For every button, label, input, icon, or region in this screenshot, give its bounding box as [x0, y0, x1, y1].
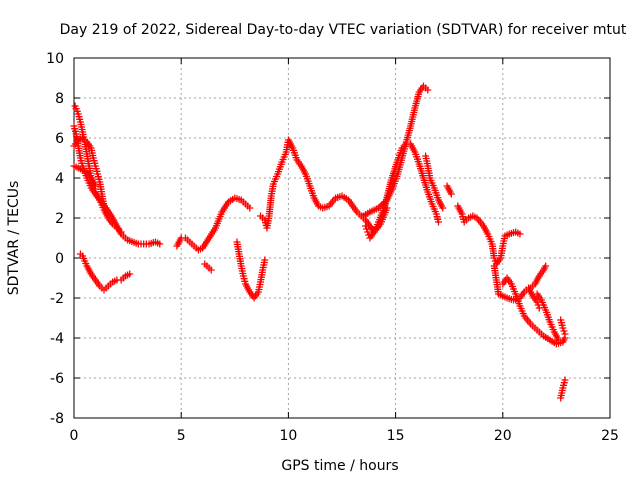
- data-points: [70, 82, 569, 402]
- plot-frame: [73, 57, 611, 419]
- y-tick-label: 0: [55, 251, 64, 267]
- data-point: [516, 230, 524, 238]
- y-tick-label: 6: [55, 131, 64, 147]
- x-tick-label: 25: [601, 428, 619, 444]
- data-point: [559, 324, 567, 332]
- data-point: [439, 204, 447, 212]
- data-point: [91, 182, 99, 190]
- x-tick-label: 10: [279, 428, 297, 444]
- data-point: [364, 228, 372, 236]
- data-point: [126, 270, 134, 278]
- data-point: [100, 202, 108, 210]
- data-point: [561, 376, 569, 384]
- data-point: [560, 327, 568, 335]
- y-tick-label: -6: [50, 371, 64, 387]
- x-axis-label: GPS time / hours: [281, 458, 398, 474]
- data-point: [555, 336, 563, 344]
- data-point: [561, 330, 569, 338]
- x-tick-label: 5: [177, 428, 186, 444]
- x-tick-label: 20: [494, 428, 512, 444]
- data-point: [424, 86, 432, 94]
- data-point: [156, 240, 164, 248]
- y-tick-label: -2: [50, 291, 64, 307]
- data-point: [246, 204, 254, 212]
- y-tick-label: 8: [55, 91, 64, 107]
- y-axis-label: SDTVAR / TECUs: [6, 181, 22, 296]
- chart-title: Day 219 of 2022, Sidereal Day-to-day VTE…: [60, 22, 627, 38]
- axis-ticks: 0 5 10 15 20 25 -8 -6 -4 -2 0 2 4 6 8 10: [46, 51, 619, 444]
- data-point: [434, 218, 442, 226]
- data-point: [117, 228, 125, 236]
- data-point: [362, 222, 370, 230]
- data-point: [207, 266, 215, 274]
- data-point: [383, 204, 391, 212]
- y-tick-label: 10: [46, 51, 64, 67]
- y-tick-label: 2: [55, 211, 64, 227]
- x-tick-label: 15: [387, 428, 405, 444]
- data-point: [490, 254, 498, 262]
- data-point: [261, 256, 269, 264]
- data-point: [542, 262, 550, 270]
- y-tick-label: -8: [50, 411, 64, 427]
- grid: [74, 58, 610, 418]
- y-tick-label: 4: [55, 171, 64, 187]
- y-tick-label: -4: [50, 331, 64, 347]
- x-tick-label: 0: [70, 428, 79, 444]
- data-point: [363, 225, 371, 233]
- data-point: [447, 190, 455, 198]
